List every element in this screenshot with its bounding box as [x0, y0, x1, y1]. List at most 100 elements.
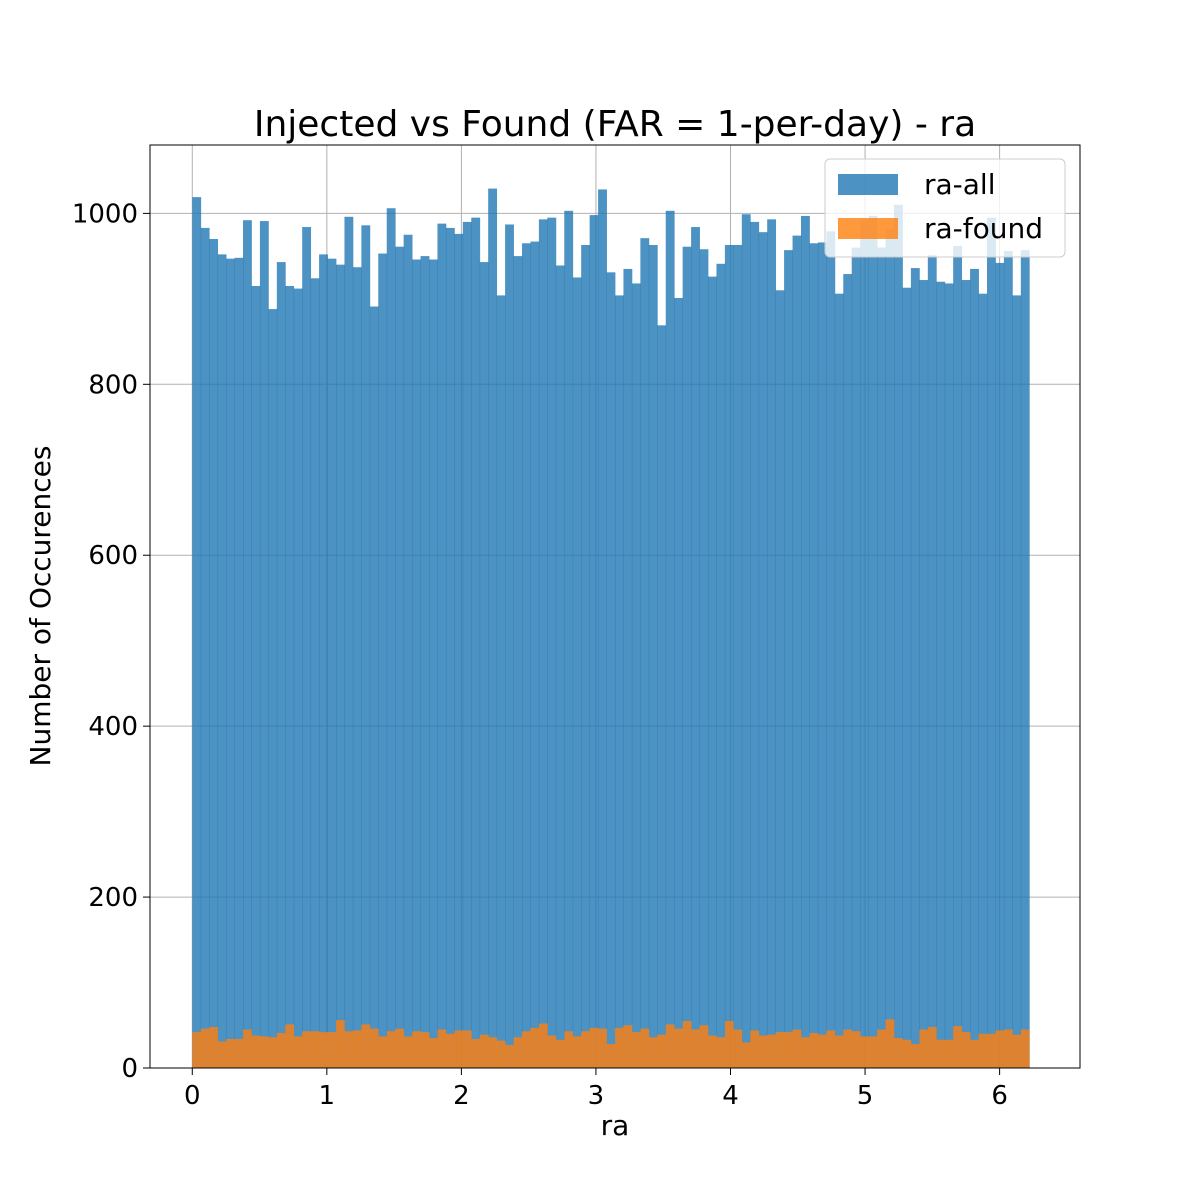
bar-ra-all — [877, 247, 886, 1069]
bar-ra-all — [243, 220, 252, 1069]
bar-ra-found — [259, 1036, 269, 1068]
bar-ra-found — [851, 1031, 861, 1068]
bar-ra-all — [919, 280, 929, 1068]
bar-ra-found — [724, 1020, 734, 1068]
bar-ra-found — [843, 1029, 853, 1068]
y-tick-label: 600 — [88, 541, 138, 571]
bar-ra-found — [657, 1034, 667, 1068]
legend: ra-all ra-found — [824, 158, 1066, 258]
bar-ra-all — [961, 280, 971, 1068]
bar-ra-all — [462, 221, 472, 1068]
bar-ra-found — [530, 1027, 540, 1068]
bar-ra-all — [792, 235, 802, 1068]
bar-ra-found — [927, 1026, 937, 1068]
bar-ra-found — [420, 1032, 430, 1068]
bar-ra-found — [961, 1032, 971, 1068]
bar-ra-found — [792, 1029, 802, 1068]
bar-ra-found — [995, 1030, 1005, 1068]
bar-ra-all — [505, 224, 514, 1068]
bar-ra-all — [589, 215, 599, 1068]
bar-ra-found — [522, 1031, 531, 1068]
chart-title: Injected vs Found (FAR = 1-per-day) - ra — [254, 104, 976, 145]
bar-ra-found — [800, 1037, 810, 1068]
bar-ra-found — [361, 1024, 371, 1068]
bar-ra-found — [572, 1036, 582, 1068]
bar-ra-found — [902, 1039, 912, 1068]
bar-ra-found — [513, 1037, 523, 1068]
bar-ra-all — [953, 245, 963, 1068]
bar-ra-all — [648, 244, 658, 1068]
bar-ra-found — [615, 1027, 624, 1068]
bar-ra-all — [538, 219, 548, 1068]
bar-ra-all — [893, 204, 903, 1068]
bar-ra-found — [555, 1039, 565, 1068]
bar-ra-found — [978, 1033, 988, 1068]
bar-ra-all — [268, 309, 278, 1069]
bar-ra-all — [665, 210, 675, 1068]
bar-ra-all — [530, 241, 540, 1069]
bar-ra-all — [310, 278, 320, 1068]
bar-ra-found — [826, 1030, 836, 1068]
bar-ra-all — [217, 254, 227, 1069]
bar-ra-found — [462, 1030, 472, 1068]
legend-swatch-ra-all — [838, 174, 898, 195]
bar-ra-all — [276, 262, 286, 1069]
bar-ra-all — [319, 254, 328, 1069]
bar-ra-found — [665, 1024, 675, 1068]
bar-ra-found — [699, 1025, 709, 1068]
bar-ra-all — [378, 253, 388, 1068]
y-tick-label: 1000 — [72, 199, 138, 229]
bar-ra-found — [758, 1035, 768, 1068]
bar-ra-all — [657, 325, 667, 1068]
bar-ra-all — [758, 232, 768, 1068]
bar-ra-found — [429, 1038, 438, 1068]
bar-ra-all — [369, 306, 379, 1068]
bar-ra-found — [733, 1029, 743, 1068]
bar-ra-all — [834, 293, 844, 1068]
bar-ra-found — [217, 1041, 227, 1068]
bar-ra-found — [707, 1035, 717, 1068]
bar-ra-all — [691, 227, 700, 1069]
bar-ra-found — [293, 1036, 303, 1068]
bar-ra-found — [344, 1031, 354, 1068]
bar-ra-found — [868, 1036, 878, 1068]
bar-ra-all — [750, 221, 760, 1068]
bar-ra-all — [259, 221, 269, 1069]
bar-ra-found — [243, 1029, 252, 1068]
bar-ra-found — [953, 1026, 963, 1068]
bar-ra-all — [843, 274, 853, 1068]
axis-ticks: 0 1 2 3 4 5 6 0 200 400 600 800 1000 — [72, 199, 1008, 1111]
bar-ra-found — [809, 1032, 819, 1068]
bar-ra-found — [505, 1044, 514, 1068]
x-tick-label: 2 — [453, 1081, 470, 1111]
bar-ra-found — [606, 1044, 616, 1068]
bar-ra-all — [817, 242, 827, 1068]
bar-ra-found — [386, 1031, 396, 1068]
bar-ra-found — [598, 1028, 607, 1068]
bar-ra-found — [1020, 1029, 1030, 1068]
bar-ra-found — [716, 1037, 726, 1068]
x-tick-label: 1 — [319, 1081, 336, 1111]
bar-ra-found — [877, 1029, 886, 1068]
bar-ra-found — [944, 1039, 954, 1068]
bar-ra-all — [699, 249, 709, 1068]
bar-ra-all — [826, 231, 836, 1068]
bar-ra-all — [226, 258, 235, 1068]
bar-ra-all — [682, 246, 692, 1068]
bar-ra-found — [784, 1032, 793, 1068]
bar-ra-all — [936, 281, 946, 1069]
bar-ra-found — [378, 1036, 388, 1068]
bar-ra-all — [200, 227, 210, 1069]
bar-ra-all — [285, 286, 295, 1068]
bar-ra-all — [234, 257, 244, 1068]
bar-ra-all — [944, 283, 954, 1068]
bar-ra-found — [234, 1038, 244, 1068]
bar-ra-found — [276, 1032, 286, 1068]
legend-label-ra-found: ra-found — [924, 212, 1043, 245]
bar-ra-found — [200, 1028, 210, 1068]
x-tick-label: 4 — [722, 1081, 739, 1111]
bar-ra-found — [893, 1038, 903, 1068]
bar-ra-all — [615, 295, 624, 1069]
